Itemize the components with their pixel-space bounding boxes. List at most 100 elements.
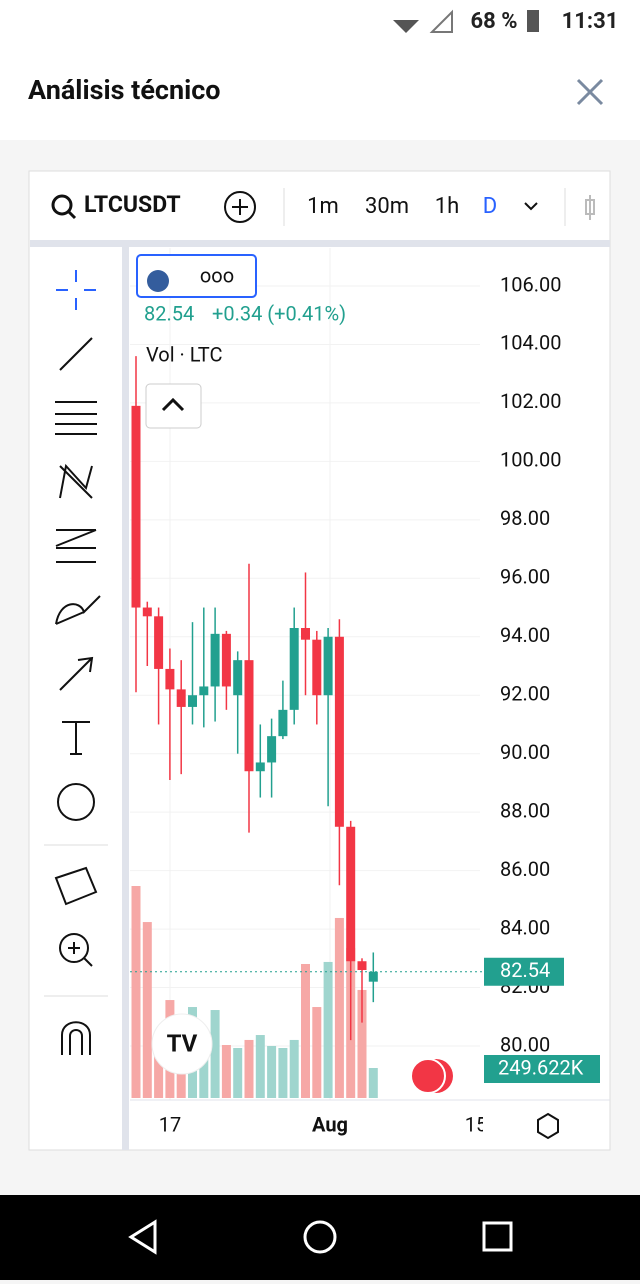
y-tick-label: 100.00 xyxy=(500,448,561,472)
collapse-button[interactable] xyxy=(145,383,202,429)
text-tool[interactable] xyxy=(62,721,90,755)
wifi-icon xyxy=(393,20,419,33)
volume-bar xyxy=(301,963,310,1098)
home-button[interactable] xyxy=(303,1220,337,1254)
settings-icon[interactable] xyxy=(537,1112,559,1140)
volume-legend: Vol · LTC xyxy=(146,342,222,366)
y-tick-label: 92.00 xyxy=(500,682,550,706)
volume-bar xyxy=(368,1068,378,1098)
divider xyxy=(122,247,129,1150)
legend-change: +0.34 (+0.41%) xyxy=(212,301,346,325)
candle-body xyxy=(301,628,310,640)
clock: 11:31 xyxy=(562,9,619,34)
volume-tag xyxy=(484,1055,600,1083)
search-icon[interactable] xyxy=(51,194,73,216)
tv-logo-text: TV xyxy=(167,1029,198,1057)
add-symbol[interactable] xyxy=(224,191,256,223)
y-tick-label: 104.00 xyxy=(500,331,561,355)
interval[interactable]: 30m xyxy=(365,194,409,219)
coin-icon xyxy=(147,270,169,292)
axis-mask xyxy=(483,1104,503,1148)
candle-body xyxy=(278,709,288,737)
crosshair-tool[interactable] xyxy=(56,270,96,310)
y-tick-label: 106.00 xyxy=(500,272,561,296)
drawing-tools xyxy=(54,270,101,1055)
candle-body xyxy=(210,633,220,687)
more-button[interactable]: ooo xyxy=(200,263,234,287)
fib-tool[interactable] xyxy=(55,401,97,435)
emoji-tool[interactable] xyxy=(57,783,95,821)
volume-bar xyxy=(131,886,141,1098)
line-tool[interactable] xyxy=(59,337,93,371)
candle-body xyxy=(323,636,333,696)
interval-dropdown[interactable] xyxy=(524,202,538,211)
y-tick-label: 90.00 xyxy=(500,740,550,764)
volume-bar xyxy=(255,1035,265,1098)
interval[interactable]: 1m xyxy=(307,194,339,219)
volume-bar xyxy=(289,1039,299,1098)
candle-body xyxy=(346,826,356,962)
x-tick-label: 17 xyxy=(159,1112,181,1136)
volume-bar xyxy=(154,1041,164,1098)
legend-price: 82.54 xyxy=(144,301,194,325)
interval-active[interactable]: D xyxy=(483,194,497,219)
volume-bar xyxy=(210,1010,220,1098)
close-button[interactable] xyxy=(576,78,604,106)
candle-body xyxy=(221,633,231,687)
tv-logo xyxy=(151,1013,213,1075)
signal-icon xyxy=(429,9,453,33)
volume-bar xyxy=(142,922,152,1098)
projection-tool[interactable] xyxy=(55,529,97,563)
divider xyxy=(30,240,610,247)
magnet-tool[interactable] xyxy=(61,1021,91,1055)
add-symbol-plus xyxy=(232,199,248,215)
volume-bar xyxy=(312,1007,322,1098)
volume-bar xyxy=(334,917,344,1098)
candle-body xyxy=(233,660,243,696)
y-tick-label: 84.00 xyxy=(500,915,550,939)
last-price-label: 82.54 xyxy=(500,958,550,982)
candle-body xyxy=(334,636,344,827)
zoom-plus xyxy=(68,942,93,967)
chart-type-icon[interactable] xyxy=(585,195,595,220)
recents-button[interactable] xyxy=(482,1221,513,1252)
y-tick-label: 94.00 xyxy=(500,623,550,647)
back-button[interactable] xyxy=(128,1219,157,1255)
zoom-tool[interactable] xyxy=(59,933,89,963)
volume-bar xyxy=(278,1048,288,1098)
x-tick-label: 15 xyxy=(465,1112,487,1136)
candle-body xyxy=(289,628,299,710)
battery-text: 68 % xyxy=(471,9,518,34)
candle-body xyxy=(142,607,152,617)
candle-body xyxy=(312,639,322,696)
volume-bar xyxy=(267,1045,277,1098)
candle-body xyxy=(244,660,254,772)
last-price-tag xyxy=(484,957,564,986)
volume-label: 249.622K xyxy=(498,1055,584,1079)
candle-body xyxy=(176,689,186,707)
y-tick-label: 98.00 xyxy=(500,506,550,530)
brush-tool[interactable] xyxy=(55,595,101,625)
candle-body xyxy=(165,668,175,690)
candle-body xyxy=(154,616,164,669)
top-area xyxy=(0,0,640,140)
pattern-tool[interactable] xyxy=(59,463,93,499)
y-tick-label: 88.00 xyxy=(500,798,550,822)
nav-bar xyxy=(0,1195,640,1280)
candle-body xyxy=(357,961,367,970)
candle-body xyxy=(188,695,197,707)
y-tick-label: 102.00 xyxy=(500,389,561,413)
arrow-tool[interactable] xyxy=(59,656,94,691)
volume-bar xyxy=(221,1045,231,1098)
volume-bar xyxy=(323,961,333,1098)
candle-body xyxy=(255,762,265,772)
y-tick-label: 96.00 xyxy=(500,565,550,589)
y-tick-label: 86.00 xyxy=(500,857,550,881)
symbol[interactable]: LTCUSDT xyxy=(84,191,181,218)
ruler-tool[interactable] xyxy=(54,866,98,906)
flag-icon xyxy=(410,1058,446,1094)
collapse-icon xyxy=(161,397,185,412)
interval[interactable]: 1h xyxy=(435,194,459,219)
candle-body xyxy=(199,686,209,696)
